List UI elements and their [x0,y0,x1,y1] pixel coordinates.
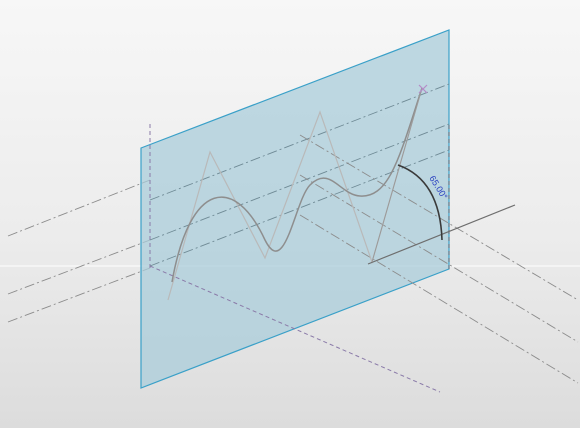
spline-curve[interactable] [171,87,423,283]
x-cross-icon[interactable] [418,84,428,94]
reference-lines-left [7,179,151,323]
work-plane[interactable] [140,29,450,389]
ground-reference-line [149,265,441,393]
angle-dimension-arc[interactable] [397,164,443,241]
angle-leg-line [371,87,423,263]
reference-lines-right [299,134,579,384]
